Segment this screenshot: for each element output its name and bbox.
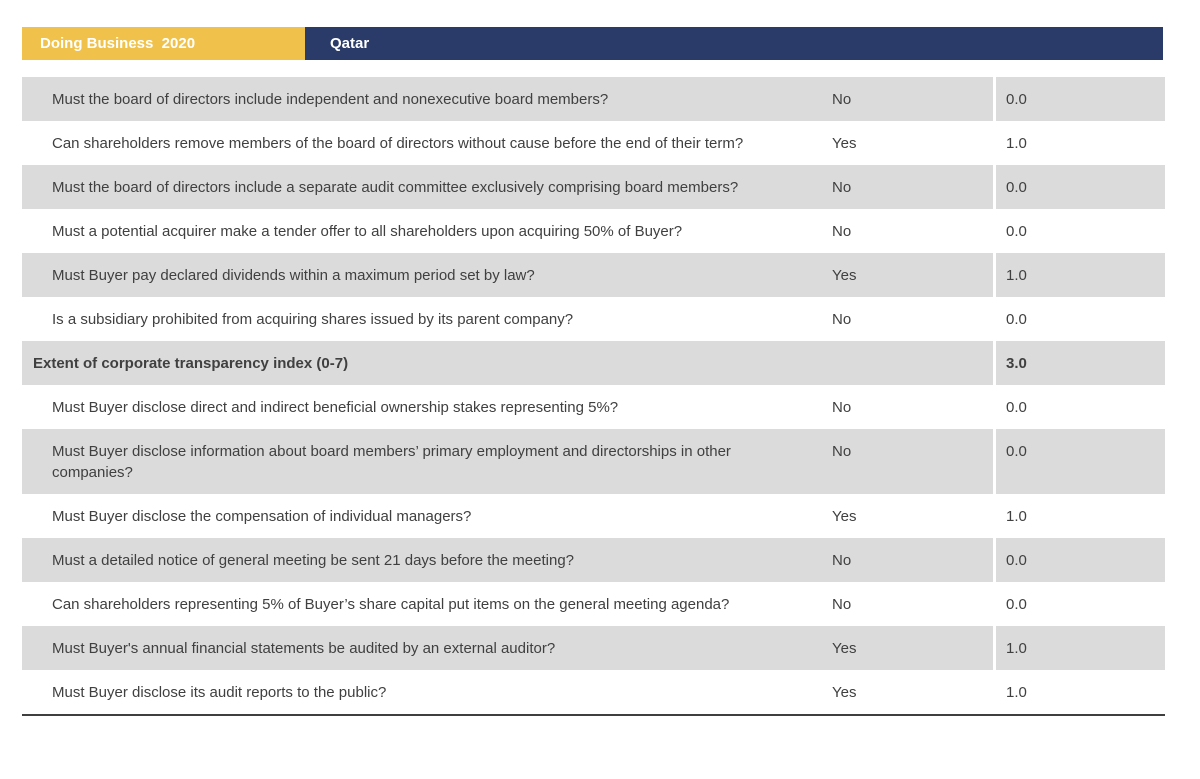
economy-tab: Qatar — [305, 27, 1163, 60]
questions-table: Must the board of directors include inde… — [22, 77, 1165, 716]
answer-value: No — [832, 91, 852, 108]
score-value: 1.0 — [993, 253, 1165, 297]
answer-value: No — [832, 443, 852, 460]
question-text: Must Buyer disclose its audit reports to… — [52, 684, 387, 701]
score-value: 3.0 — [993, 341, 1165, 385]
score-value: 0.0 — [993, 77, 1165, 121]
question-text: Must Buyer pay declared dividends within… — [52, 267, 535, 284]
section-title: Extent of corporate transparency index (… — [33, 355, 349, 372]
question-text: Must a detailed notice of general meetin… — [52, 552, 575, 569]
score-value: 1.0 — [993, 494, 1165, 538]
answer-value: Yes — [832, 135, 857, 152]
score-value: 0.0 — [993, 209, 1165, 253]
table-row: Must a detailed notice of general meetin… — [22, 538, 1165, 582]
question-text: Must Buyer disclose the compensation of … — [52, 508, 472, 525]
score-value: 0.0 — [993, 538, 1165, 582]
question-text: Must Buyer disclose information about bo… — [52, 443, 731, 481]
table-row: Must a potential acquirer make a tender … — [22, 209, 1165, 253]
score-value: 1.0 — [993, 121, 1165, 165]
economy-name: Qatar — [330, 35, 370, 52]
answer-value: Yes — [832, 640, 857, 657]
question-text: Must Buyer disclose direct and indirect … — [52, 399, 619, 416]
answer-value: Yes — [832, 684, 857, 701]
answer-value: No — [832, 311, 852, 328]
report-title-tab: Doing Business 2020 — [22, 27, 305, 60]
question-text: Is a subsidiary prohibited from acquirin… — [52, 311, 574, 328]
score-value: 1.0 — [993, 670, 1165, 714]
table-row: Can shareholders remove members of the b… — [22, 121, 1165, 165]
score-value: 1.0 — [993, 626, 1165, 670]
score-value: 0.0 — [993, 429, 1165, 494]
table-row: Must Buyer pay declared dividends within… — [22, 253, 1165, 297]
answer-value: Yes — [832, 267, 857, 284]
answer-value: No — [832, 552, 852, 569]
report-title: Doing Business 2020 — [40, 35, 196, 52]
answer-value: No — [832, 223, 852, 240]
answer-value: No — [832, 399, 852, 416]
question-text: Must the board of directors include inde… — [52, 91, 609, 108]
score-value: 0.0 — [993, 385, 1165, 429]
answer-value — [832, 341, 993, 385]
question-text: Must a potential acquirer make a tender … — [52, 223, 683, 240]
table-row: Must the board of directors include a se… — [22, 165, 1165, 209]
question-text: Must Buyer's annual financial statements… — [52, 640, 556, 657]
report-header: Doing Business 2020 Qatar — [22, 27, 1163, 60]
table-row: Is a subsidiary prohibited from acquirin… — [22, 297, 1165, 341]
table-row: Must Buyer's annual financial statements… — [22, 626, 1165, 670]
score-value: 0.0 — [993, 165, 1165, 209]
table-row: Can shareholders representing 5% of Buye… — [22, 582, 1165, 626]
section-header-row: Extent of corporate transparency index (… — [22, 341, 1165, 385]
answer-value: No — [832, 179, 852, 196]
question-text: Must the board of directors include a se… — [52, 179, 739, 196]
question-text: Can shareholders remove members of the b… — [52, 135, 744, 152]
answer-value: Yes — [832, 508, 857, 525]
table-row: Must Buyer disclose direct and indirect … — [22, 385, 1165, 429]
answer-value: No — [832, 596, 852, 613]
question-text: Can shareholders representing 5% of Buye… — [52, 596, 730, 613]
table-row: Must Buyer disclose the compensation of … — [22, 494, 1165, 538]
table-row: Must Buyer disclose its audit reports to… — [22, 670, 1165, 714]
table-row: Must Buyer disclose information about bo… — [22, 429, 1165, 494]
score-value: 0.0 — [993, 297, 1165, 341]
table-row: Must the board of directors include inde… — [22, 77, 1165, 121]
score-value: 0.0 — [993, 582, 1165, 626]
